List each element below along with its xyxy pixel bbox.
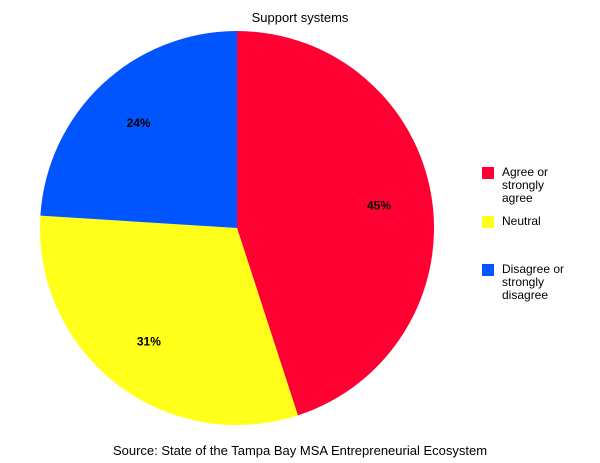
legend-label-agree: Agree or strongly agree (502, 165, 549, 205)
pie-label-disagree: 24% (127, 116, 151, 130)
legend-item-neutral: Neutral (482, 215, 582, 228)
legend-label-disagree: Disagree or strongly disagree (502, 262, 565, 302)
pie-slice-neutral (40, 215, 298, 426)
legend-swatch-neutral (482, 216, 494, 228)
pie-label-agree: 45% (367, 199, 391, 213)
legend-label-neutral: Neutral (502, 214, 541, 228)
source-note: Source: State of the Tampa Bay MSA Entre… (112, 443, 488, 458)
pie-label-neutral: 31% (137, 335, 161, 349)
pie-slice-disagree (40, 31, 237, 228)
pie-slice-agree (237, 31, 435, 416)
legend-swatch-agree (482, 167, 494, 179)
legend-item-agree: Agree or strongly agree (482, 166, 582, 205)
chart-title: Support systems (251, 10, 349, 25)
legend-item-disagree: Disagree or strongly disagree (482, 263, 582, 302)
legend-swatch-disagree (482, 264, 494, 276)
